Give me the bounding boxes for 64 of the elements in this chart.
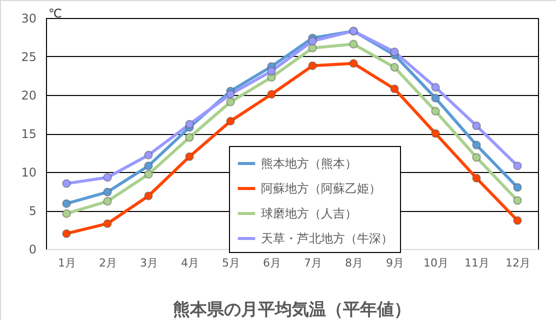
x-tick-label: 5月 [222,256,240,270]
legend-label: 阿蘇地方（阿蘇乙姫） [261,182,381,196]
point [62,179,71,188]
legend-label: 球磨地方（人吉） [261,206,357,220]
point [185,120,194,129]
point [349,59,358,68]
y-tick-label: 5 [28,204,36,218]
point [431,129,440,138]
point [144,150,153,160]
point [103,173,112,182]
x-tick-label: 4月 [181,256,199,270]
x-tick-label: 3月 [140,256,158,270]
point [472,153,481,162]
x-tick-label: 9月 [386,256,404,270]
point [62,229,71,238]
point [144,161,153,170]
point [226,98,235,106]
point [390,84,399,94]
point [144,170,153,179]
point [267,66,276,76]
x-tick-label: 7月 [304,256,322,270]
point [513,161,522,170]
x-tick-label: 1月 [58,256,76,270]
y-tick-label: 25 [21,50,36,64]
point [103,196,112,206]
point [308,36,317,46]
x-tick-label: 12月 [506,256,530,270]
point [103,219,112,228]
y-tick-label: 15 [21,127,36,141]
y-tick-label: 30 [21,12,36,26]
point [513,196,522,205]
x-tick-label: 8月 [345,256,363,270]
x-tick-label: 2月 [99,256,117,270]
point [513,183,522,192]
point [431,94,440,102]
point [472,174,481,183]
point [390,62,399,72]
y-tick-label: 20 [21,88,36,102]
text: 熊本県の月平均気温（平年値） [173,300,411,320]
point [185,132,194,142]
point [62,199,71,208]
point [103,188,112,196]
y-tick-label: 0 [28,242,36,256]
x-tick-label: 6月 [263,256,281,270]
point [431,82,440,92]
point [62,209,71,218]
legend-label: 熊本地方（熊本） [261,156,357,170]
point [472,140,481,150]
point [308,61,317,70]
point [226,90,235,99]
y-axis-title: ℃ [48,6,62,20]
legend-label: 天草・芦北地方（牛深） [261,232,393,246]
x-tick-label: 11月 [464,256,490,270]
y-tick-label: 10 [21,166,36,180]
point [349,40,358,49]
point [267,90,276,99]
point [513,216,522,225]
point [431,106,440,116]
point [226,116,235,126]
point [472,121,481,130]
point [390,48,399,56]
x-tick-label: 10月 [424,256,448,270]
point [144,192,153,200]
point [185,152,194,161]
